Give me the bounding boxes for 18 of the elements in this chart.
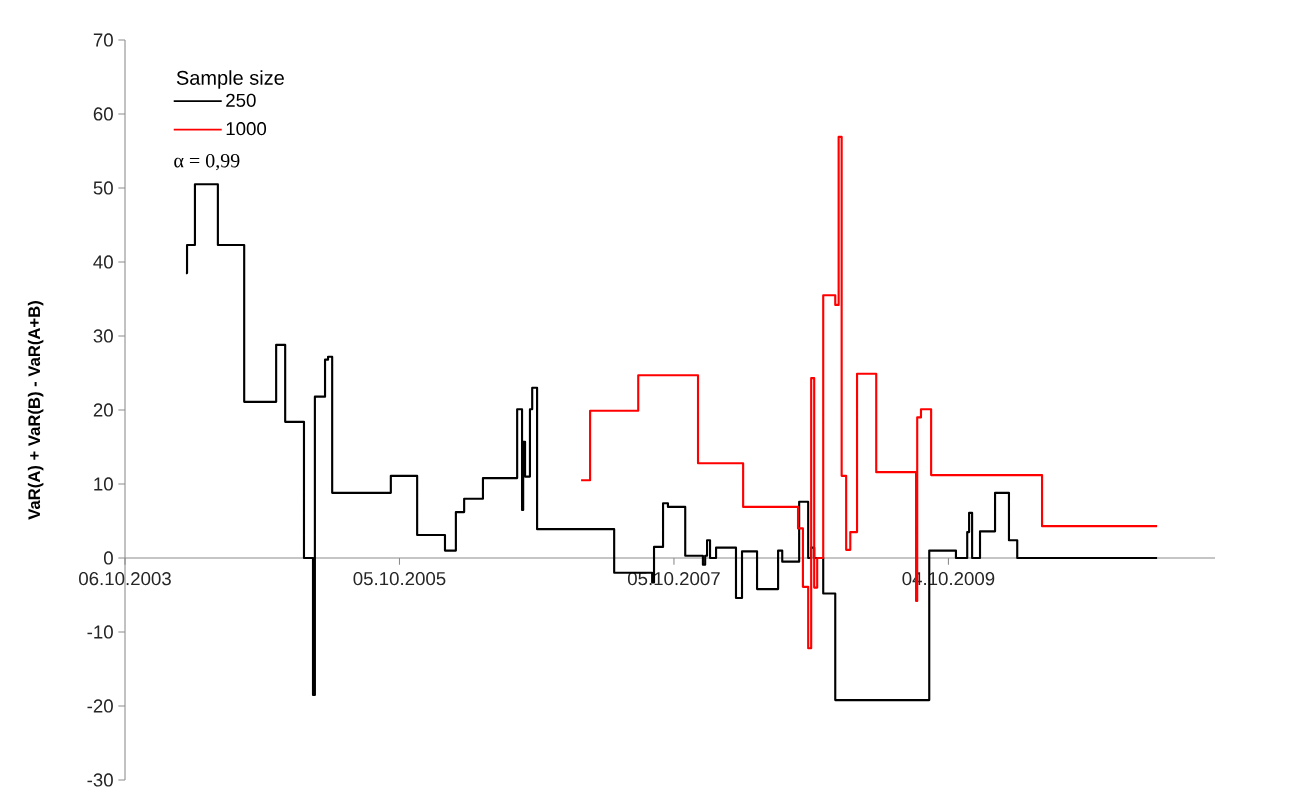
y-tick-label: 10 <box>94 477 113 491</box>
y-tick-label: 20 <box>93 403 113 417</box>
y-tick-label: -30 <box>87 773 113 787</box>
y-axis-title: VaR(A) + VaR(B) - VaR(A+B) <box>27 301 44 520</box>
y-tick-label: 60 <box>93 107 113 121</box>
y-tick-label: 40 <box>93 255 113 269</box>
y-tick-label: 70 <box>93 33 113 47</box>
y-tick-label: 30 <box>93 329 113 343</box>
legend-label: 1000 <box>226 122 267 136</box>
x-tick-label: 05.10.2005 <box>353 572 446 586</box>
x-tick-label: 06.10.2003 <box>79 572 171 586</box>
legend-title: Sample size <box>176 70 284 89</box>
annotation: α = 0,99 <box>174 153 240 171</box>
y-tick-label: -10 <box>87 625 113 639</box>
y-tick-label: 50 <box>93 181 113 195</box>
y-tick-label: 0 <box>103 551 113 565</box>
y-tick-label: -20 <box>87 699 113 713</box>
legend-label: 250 <box>226 93 256 107</box>
